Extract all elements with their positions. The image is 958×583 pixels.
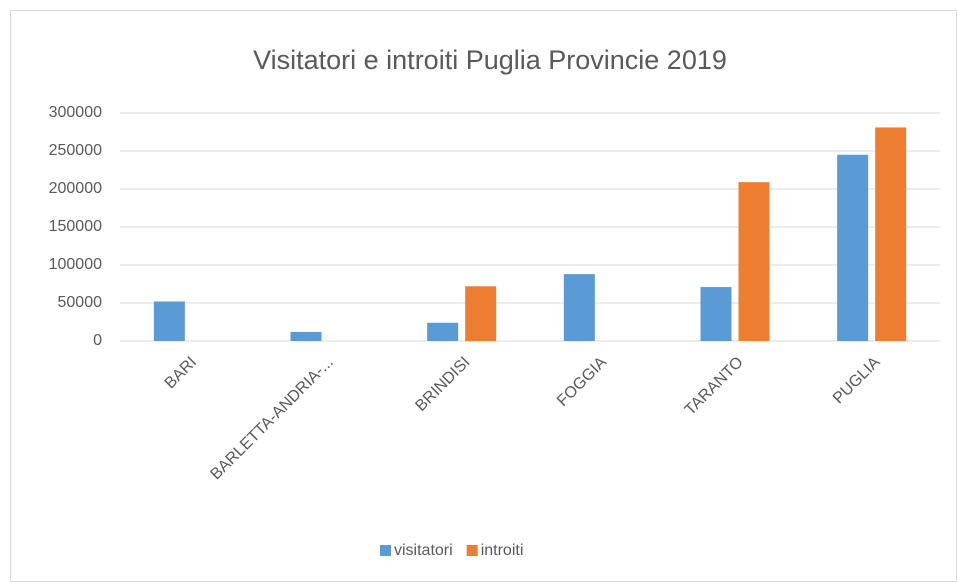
- y-tick-label: 250000: [49, 142, 102, 159]
- bar: [290, 331, 322, 341]
- bar: [427, 322, 459, 341]
- legend-swatch: [466, 545, 478, 556]
- bar: [465, 286, 497, 341]
- y-tick-label: 300000: [49, 104, 102, 121]
- bar: [700, 287, 732, 341]
- y-tick-label: 50000: [58, 294, 103, 311]
- legend-swatch: [380, 545, 391, 556]
- bar: [153, 301, 185, 341]
- y-tick-label: 0: [93, 332, 102, 349]
- y-tick-label: 150000: [49, 218, 102, 235]
- y-tick-label: 100000: [49, 256, 102, 273]
- legend-label: visitatori: [394, 542, 453, 559]
- legend-label: introiti: [481, 542, 524, 559]
- chart-title: Visitatori e introiti Puglia Provincie 2…: [253, 45, 727, 75]
- bar: [563, 274, 595, 341]
- bar: [837, 154, 869, 341]
- bar: [875, 127, 907, 341]
- bar: [738, 182, 770, 341]
- y-tick-label: 200000: [49, 180, 102, 197]
